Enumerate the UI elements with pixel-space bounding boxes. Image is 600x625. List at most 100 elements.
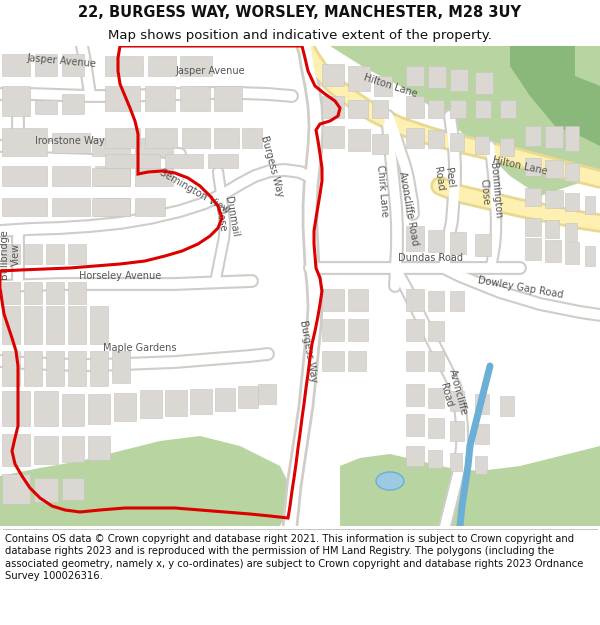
Text: Horseley Avenue: Horseley Avenue — [79, 271, 161, 281]
Bar — [545, 160, 563, 178]
Bar — [428, 291, 444, 311]
Bar — [46, 282, 64, 304]
Bar — [24, 282, 42, 304]
Bar — [322, 289, 344, 311]
Bar — [450, 421, 464, 441]
Bar — [92, 168, 130, 186]
Text: Burgess Way: Burgess Way — [259, 134, 285, 198]
Text: Jasper Avenue: Jasper Avenue — [27, 53, 97, 69]
Bar — [62, 54, 84, 76]
Bar — [428, 388, 444, 408]
Bar — [428, 351, 444, 371]
Bar — [190, 389, 212, 414]
Bar — [68, 351, 86, 386]
Bar — [322, 319, 344, 341]
Polygon shape — [340, 446, 600, 526]
Bar — [214, 86, 242, 111]
Bar — [428, 130, 444, 148]
Text: Hilton Lane: Hilton Lane — [362, 72, 418, 99]
Bar — [406, 226, 424, 251]
Bar — [2, 351, 20, 386]
Bar — [348, 289, 368, 311]
Bar — [88, 436, 110, 460]
Bar — [322, 351, 344, 371]
Bar — [215, 388, 235, 411]
Bar — [105, 56, 143, 76]
Bar — [322, 64, 344, 86]
Bar — [92, 198, 130, 216]
Bar — [140, 390, 162, 418]
Bar — [450, 133, 464, 151]
Bar — [2, 166, 47, 186]
Text: Ironstone Way: Ironstone Way — [35, 136, 105, 146]
Bar — [428, 450, 442, 468]
Bar — [525, 218, 541, 236]
Bar — [525, 158, 541, 176]
Bar — [135, 168, 173, 186]
Bar — [95, 198, 130, 216]
Bar — [62, 436, 84, 462]
Bar — [322, 96, 344, 118]
Bar — [525, 188, 541, 206]
Bar — [374, 76, 392, 96]
Bar — [406, 319, 424, 341]
Text: Dundas Road: Dundas Road — [398, 253, 463, 263]
Bar — [88, 394, 110, 424]
Text: Chirk Lane: Chirk Lane — [375, 164, 389, 217]
Bar — [112, 351, 130, 383]
Bar — [428, 418, 444, 438]
Bar — [34, 478, 58, 502]
Bar — [2, 474, 30, 504]
Bar — [68, 306, 86, 344]
Bar — [348, 319, 368, 341]
Bar — [68, 244, 86, 264]
Bar — [348, 100, 368, 118]
Bar — [90, 351, 108, 386]
Bar — [450, 453, 462, 471]
Bar — [348, 66, 370, 91]
Bar — [428, 66, 446, 88]
Polygon shape — [575, 46, 600, 86]
Bar — [24, 351, 42, 386]
Bar — [2, 54, 30, 76]
Bar — [500, 100, 516, 118]
Bar — [565, 193, 579, 211]
Polygon shape — [0, 471, 120, 526]
Bar — [62, 94, 84, 114]
Bar — [35, 54, 57, 76]
Bar — [475, 456, 487, 474]
Bar — [372, 134, 388, 154]
Bar — [34, 436, 58, 464]
Bar — [475, 394, 489, 414]
Bar — [475, 72, 493, 94]
Bar — [46, 351, 64, 386]
Bar — [105, 154, 160, 168]
Bar — [450, 100, 466, 118]
Bar — [105, 128, 140, 148]
Text: Semington View: Semington View — [158, 167, 232, 215]
Text: Contains OS data © Crown copyright and database right 2021. This information is : Contains OS data © Crown copyright and d… — [5, 534, 583, 581]
Bar — [24, 306, 42, 344]
Bar — [145, 86, 175, 111]
Bar — [68, 282, 86, 304]
Bar — [208, 154, 238, 168]
Bar — [46, 244, 64, 264]
Bar — [35, 100, 57, 114]
Bar — [450, 391, 464, 411]
Bar — [428, 321, 444, 341]
Bar — [525, 238, 541, 260]
Bar — [322, 126, 344, 148]
Bar — [525, 126, 541, 146]
Bar — [450, 291, 464, 311]
Polygon shape — [0, 436, 295, 526]
Bar — [46, 306, 64, 344]
Bar — [450, 232, 466, 254]
Bar — [242, 128, 262, 148]
Polygon shape — [330, 46, 600, 196]
Bar — [180, 56, 212, 76]
Bar — [500, 138, 514, 156]
Bar — [165, 390, 187, 416]
Text: Bonnington
Close: Bonnington Close — [477, 162, 503, 220]
Bar — [52, 198, 90, 216]
Bar — [180, 86, 210, 111]
